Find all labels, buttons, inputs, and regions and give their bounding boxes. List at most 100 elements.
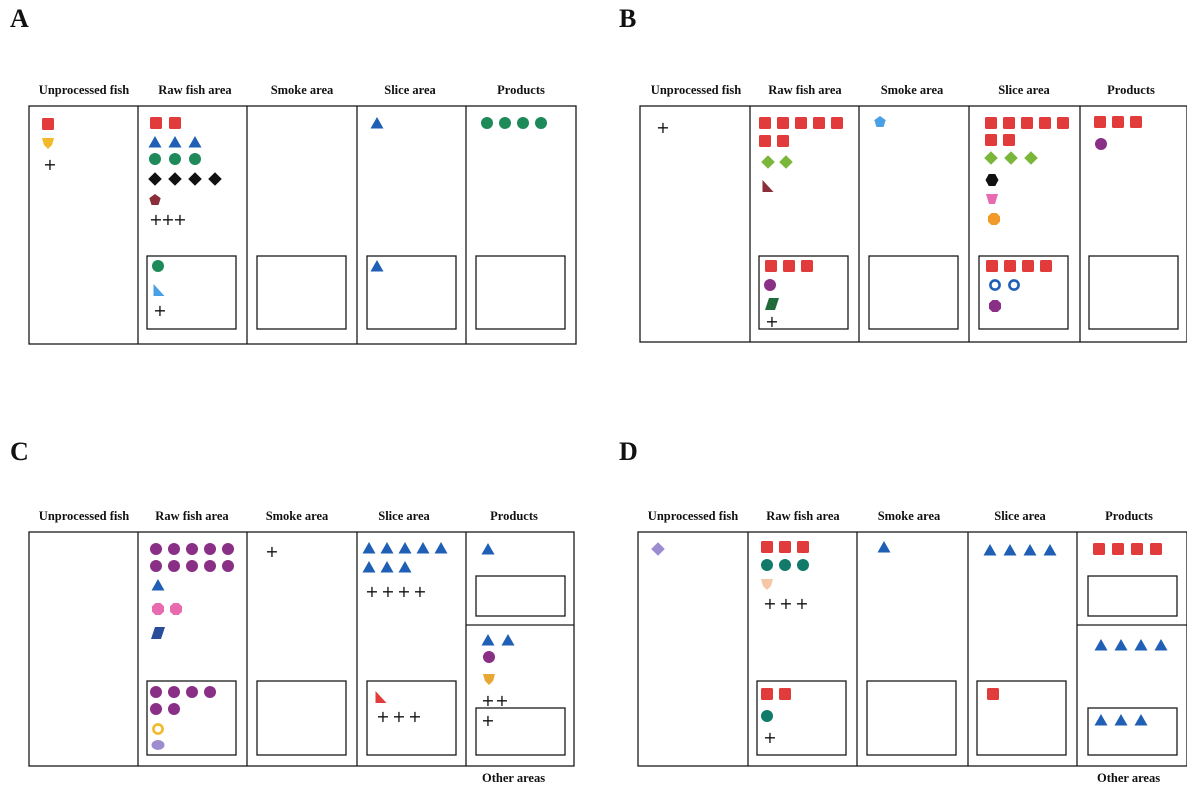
panel-a-frame	[28, 105, 577, 345]
panel-d-slice-subbox	[976, 680, 1067, 756]
black-diamond-marker	[188, 172, 202, 186]
red-square-marker	[795, 117, 807, 129]
blue-triangle-marker	[370, 260, 384, 272]
lime-diamond-marker	[1024, 151, 1038, 165]
red-square-marker	[1039, 117, 1051, 129]
blue-right-triangle-marker	[153, 284, 165, 296]
maroon-right-triangle-marker	[762, 180, 774, 192]
blue-triangle-marker	[501, 634, 515, 646]
panel-b-letter: B	[619, 4, 637, 33]
red-square-marker	[1130, 116, 1142, 128]
panel-b-header-raw: Raw fish area	[768, 83, 842, 97]
purple-circle-marker	[204, 560, 216, 572]
panel-a-header-raw: Raw fish area	[158, 83, 232, 97]
lavender-diamond-marker	[651, 542, 665, 556]
red-square-marker	[1112, 116, 1124, 128]
red-square-marker	[985, 134, 997, 146]
orange-octagon-marker	[988, 213, 1000, 225]
panel-c-header-unprocessed: Unprocessed fish	[38, 509, 130, 523]
blue-triangle-marker	[380, 542, 394, 554]
black-diamond-marker	[208, 172, 222, 186]
pink-octagon-marker	[152, 603, 164, 615]
blue-triangle-marker	[1003, 544, 1017, 556]
panel-c-header-slice: Slice area	[378, 509, 430, 523]
plus-marker: +	[43, 155, 56, 174]
purple-circle-marker	[222, 543, 234, 555]
area-boxes	[28, 105, 1187, 767]
blue-triangle-marker	[1023, 544, 1037, 556]
panel-c-slice-subbox	[366, 680, 457, 756]
red-square-marker	[761, 688, 773, 700]
plus-marker: +	[765, 312, 778, 331]
blue-triangle-marker	[1043, 544, 1057, 556]
panel-c-letter: C	[10, 437, 29, 466]
red-square-marker	[985, 117, 997, 129]
red-square-marker	[813, 117, 825, 129]
blue-triangle-marker	[398, 561, 412, 573]
panel-c-header-smoke: Smoke area	[265, 509, 329, 523]
item-markers: +++++++++ + + ++ + ++ +++ + ++	[42, 116, 1168, 750]
lavender-ellipse-marker	[151, 740, 165, 750]
blue-triangle-marker	[1094, 714, 1108, 726]
plus-marker: +	[153, 301, 166, 320]
red-square-marker	[831, 117, 843, 129]
plus-marker: +	[161, 210, 174, 229]
blue-triangle-marker	[380, 561, 394, 573]
lime-diamond-marker	[1004, 151, 1018, 165]
purple-circle-marker	[186, 686, 198, 698]
teal-circle-marker	[779, 559, 791, 571]
blue-triangle-marker	[481, 634, 495, 646]
blue-triangle-marker	[434, 542, 448, 554]
purple-circle-marker	[150, 560, 162, 572]
panel-c-header-products: Products	[490, 509, 538, 523]
red-square-marker	[1003, 117, 1015, 129]
plus-marker: +	[149, 210, 162, 229]
panel-b-header-slice: Slice area	[998, 83, 1050, 97]
panel-d-products-subbox	[1087, 575, 1178, 617]
purple-circle-marker	[1095, 138, 1107, 150]
green-circle-marker	[189, 153, 201, 165]
red-square-marker	[765, 260, 777, 272]
plus-marker: +	[173, 210, 186, 229]
red-square-marker	[169, 117, 181, 129]
purple-circle-marker	[168, 686, 180, 698]
panel-d-other-subbox	[1087, 707, 1178, 756]
blue-triangle-marker	[877, 541, 891, 553]
purple-circle-marker	[204, 543, 216, 555]
panel-d-smoke-subbox	[866, 680, 957, 756]
peach-cup-marker	[761, 579, 773, 590]
blue-triangle-marker	[362, 561, 376, 573]
red-square-marker	[987, 688, 999, 700]
plus-marker: +	[656, 118, 669, 137]
blue-triangle-marker	[1154, 639, 1168, 651]
panel-a-header-smoke: Smoke area	[270, 83, 334, 97]
red-square-marker	[1057, 117, 1069, 129]
panel-c-products-subbox	[475, 575, 566, 617]
red-square-marker	[1003, 134, 1015, 146]
plus-marker: +	[392, 707, 405, 726]
red-square-marker	[797, 541, 809, 553]
purple-circle-marker	[150, 686, 162, 698]
purple-circle-marker	[150, 703, 162, 715]
blue-triangle-marker	[148, 136, 162, 148]
panel-c-header-raw: Raw fish area	[155, 509, 229, 523]
panel-d-header-products: Products	[1105, 509, 1153, 523]
panel-b-frame	[639, 105, 1187, 343]
blue-triangle-marker	[416, 542, 430, 554]
red-square-marker	[1022, 260, 1034, 272]
panel-c-smoke-subbox	[256, 680, 347, 756]
green-circle-marker	[535, 117, 547, 129]
blue-triangle-marker	[1114, 714, 1128, 726]
panel-a-smoke-subbox	[256, 255, 347, 330]
plus-marker: +	[481, 691, 494, 710]
pink-octagon-marker	[170, 603, 182, 615]
red-square-marker	[1004, 260, 1016, 272]
blue-triangle-marker	[1094, 639, 1108, 651]
green-parallelogram-marker	[765, 298, 779, 310]
blue-triangle-marker	[188, 136, 202, 148]
red-square-marker	[783, 260, 795, 272]
red-square-marker	[801, 260, 813, 272]
green-circle-marker	[169, 153, 181, 165]
blue-triangle-marker	[370, 117, 384, 129]
